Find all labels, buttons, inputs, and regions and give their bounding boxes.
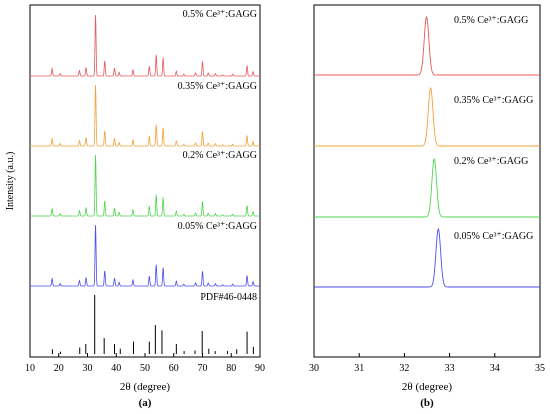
panel-b: 0.5% Ce³⁺:GAGG 0.35% Ce³⁺:GAGG 0.2% Ce³⁺:G… [309,4,545,409]
xrd-series-line [30,84,260,147]
panel-b-x-ticks: 30 31 32 33 34 35 [309,353,545,374]
panel-b-plot-area: 0.5% Ce³⁺:GAGG 0.35% Ce³⁺:GAGG 0.2% Ce³⁺:G… [314,15,540,288]
panel-a-y-axis-label: Intensity (a.u.) [5,152,16,211]
panel-b-x-axis-label: 2θ (degree) [402,381,452,393]
panel-a-x-axis-label: 2θ (degree) [120,381,170,393]
panel-a-x-tick-label: 70 [198,363,208,374]
panel-a-plot-area: 0.5% Ce³⁺:GAGG 0.35% Ce³⁺:GAGG 0.2% Ce³⁺:G… [30,9,260,354]
xrd-series-label: 0.35% Ce³⁺:GAGG [178,81,257,92]
panel-b-x-tick-label: 30 [309,363,319,374]
zoom-series-line [314,227,540,288]
xrd-series-label: 0.05% Ce³⁺:GAGG [178,221,257,232]
panel-b-x-tick-label: 32 [399,363,409,374]
zoom-series-label: 0.05% Ce³⁺:GAGG [454,231,533,242]
panel-b-frame [313,4,541,358]
panel-b-x-tick-label: 33 [445,363,455,374]
xrd-series-label: 0.2% Ce³⁺:GAGG [183,150,257,161]
panel-a-x-tick-label: 20 [54,363,64,374]
xrd-series-label: 0.5% Ce³⁺:GAGG [183,9,257,20]
panel-a-x-tick-label: 10 [25,363,35,374]
panel-a-x-ticks: 10 20 30 40 50 60 70 80 90 [25,353,265,374]
xrd-series-line [30,154,260,217]
xrd-series-line [30,224,260,287]
panel-a: 0.5% Ce³⁺:GAGG 0.35% Ce³⁺:GAGG 0.2% Ce³⁺:G… [5,4,265,409]
panel-a-frame [29,4,261,358]
zoom-series-label: 0.2% Ce³⁺:GAGG [454,156,528,167]
zoom-series-label: 0.35% Ce³⁺:GAGG [454,95,533,106]
zoom-series-line [314,157,540,218]
panel-b-label: (b) [420,397,434,409]
panel-a-x-tick-label: 50 [140,363,150,374]
xrd-series-line [30,14,260,77]
reference-label: PDF#46-0448 [200,292,257,303]
panel-a-x-tick-label: 40 [111,363,121,374]
zoom-series-label: 0.5% Ce³⁺:GAGG [454,15,528,26]
panel-b-x-tick-label: 31 [354,363,364,374]
zoom-series-line [314,86,540,147]
panel-a-label: (a) [139,397,152,409]
panel-a-x-tick-label: 60 [169,363,179,374]
panel-a-x-tick-label: 80 [226,363,236,374]
panel-b-x-tick-label: 35 [535,363,545,374]
panel-a-x-tick-label: 30 [83,363,93,374]
panel-a-x-tick-label: 90 [255,363,265,374]
zoom-series-line [314,15,540,76]
panel-b-x-tick-label: 34 [490,363,500,374]
